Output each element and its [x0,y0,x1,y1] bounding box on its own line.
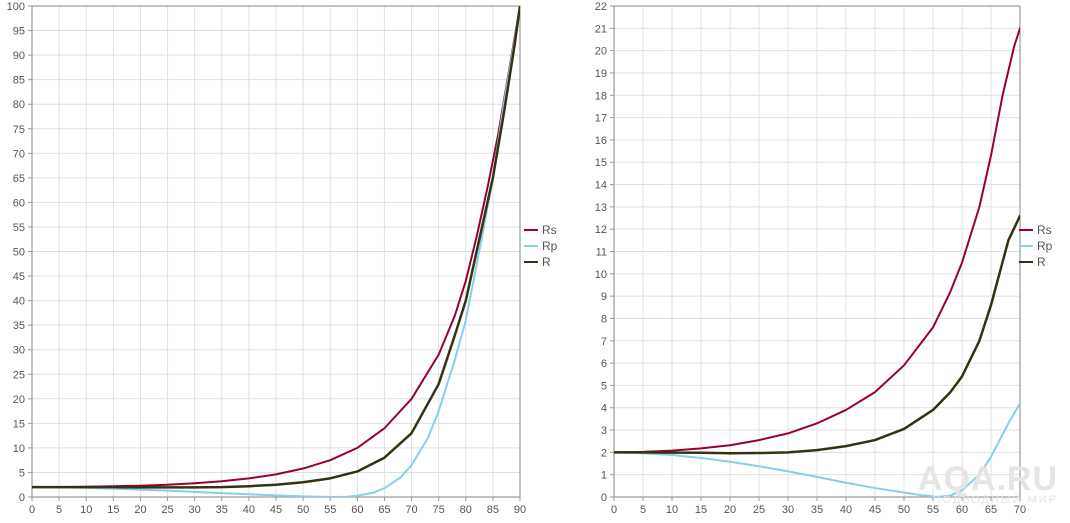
y-tick-label: 16 [595,135,607,147]
legend-label: Rs [1037,223,1052,237]
y-tick-label: 1 [601,470,607,482]
y-tick-label: 4 [601,403,607,415]
y-tick-label: 14 [595,180,607,192]
x-tick-label: 70 [405,504,417,516]
y-tick-label: 17 [595,113,607,125]
y-tick-label: 40 [13,296,25,308]
y-tick-label: 7 [601,336,607,348]
x-tick-label: 45 [270,504,282,516]
y-tick-label: 60 [13,197,25,209]
x-tick-label: 45 [869,504,881,516]
y-tick-label: 18 [595,90,607,102]
x-tick-label: 65 [985,504,997,516]
y-tick-label: 80 [13,99,25,111]
y-tick-label: 0 [601,492,607,504]
x-tick-label: 20 [724,504,736,516]
y-tick-label: 5 [19,467,25,479]
y-tick-label: 90 [13,50,25,62]
y-tick-label: 15 [595,157,607,169]
x-tick-label: 55 [927,504,939,516]
x-tick-label: 75 [433,504,445,516]
x-tick-label: 60 [956,504,968,516]
y-tick-label: 22 [595,1,607,13]
legend: Rs Rp R [1019,223,1053,269]
y-tick-label: 3 [601,425,607,437]
legend: Rs Rp R [524,223,558,269]
y-tick-label: 0 [19,492,25,504]
x-tick-label: 0 [29,504,35,516]
x-tick-label: 25 [161,504,173,516]
y-tick-label: 2 [601,447,607,459]
y-tick-label: 9 [601,291,607,303]
y-tick-label: 25 [13,369,25,381]
y-tick-label: 100 [7,1,25,13]
x-tick-label: 50 [898,504,910,516]
x-tick-label: 65 [378,504,390,516]
x-tick-label: 85 [487,504,499,516]
x-tick-label: 30 [189,504,201,516]
legend-label: Rs [542,223,557,237]
x-tick-label: 30 [782,504,794,516]
y-tick-label: 10 [595,269,607,281]
y-tick-label: 55 [13,222,25,234]
y-tick-label: 65 [13,173,25,185]
x-tick-label: 70 [1014,504,1026,516]
y-tick-label: 8 [601,313,607,325]
chart-left: 0 5 10 15 20 25 30 35 40 45 50 55 60 65 70 75 80 85 90 0 5 10… [7,1,558,516]
y-tick-label: 85 [13,75,25,87]
y-tick-label: 11 [596,247,607,259]
x-tick-label: 20 [134,504,146,516]
x-tick-label: 55 [324,504,336,516]
y-tick-label: 10 [13,443,25,455]
charts-canvas: 0510152025303540455055606570758085900510… [0,0,1070,518]
x-tick-label: 35 [811,504,823,516]
y-tick-label: 20 [595,46,607,58]
y-tick-label: 15 [13,418,25,430]
x-tick-label: 80 [460,504,472,516]
y-tick-label: 70 [13,148,25,160]
y-tick-label: 19 [595,68,607,80]
y-tick-label: 12 [595,224,607,236]
x-tick-label: 5 [640,504,646,516]
x-tick-label: 15 [107,504,119,516]
x-tick-label: 50 [297,504,309,516]
y-tick-label: 45 [13,271,25,283]
y-tick-label: 35 [13,320,25,332]
x-tick-label: 25 [753,504,765,516]
x-tick-label: 40 [243,504,255,516]
y-tick-label: 20 [13,394,25,406]
y-tick-label: 75 [13,124,25,136]
y-tick-label: 95 [13,26,25,38]
x-tick-label: 10 [80,504,92,516]
legend-label: Rp [542,239,558,253]
y-tick-label: 30 [13,345,25,357]
x-tick-label: 0 [611,504,617,516]
x-tick-label: 60 [351,504,363,516]
x-tick-label: 5 [56,504,62,516]
legend-label: R [1037,255,1046,269]
legend-label: R [542,255,551,269]
x-tick-label: 15 [695,504,707,516]
x-tick-label: 90 [514,504,526,516]
legend-label: Rp [1037,239,1053,253]
y-tick-label: 5 [601,380,607,392]
y-tick-label: 21 [595,23,607,35]
y-tick-label: 13 [595,202,607,214]
y-tick-label: 50 [13,247,25,259]
x-tick-label: 40 [840,504,852,516]
y-tick-label: 6 [601,358,607,370]
x-tick-label: 35 [216,504,228,516]
chart-right: 0510152025303540455055606570012345678910… [595,1,1053,516]
x-tick-label: 10 [666,504,678,516]
